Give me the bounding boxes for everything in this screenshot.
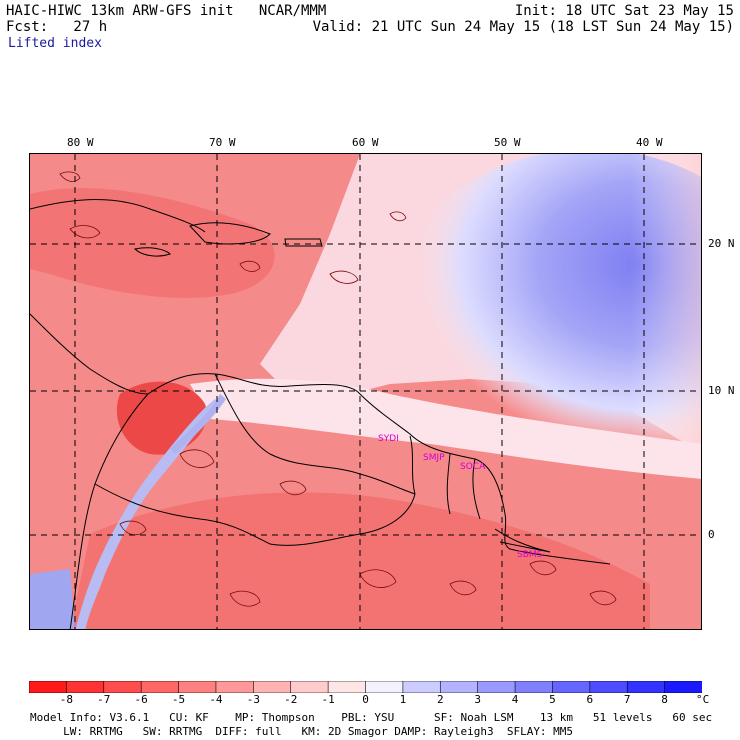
cuba-coast bbox=[30, 199, 206, 233]
colorbar-swatch bbox=[103, 681, 142, 693]
header-init: Init: 18 UTC Sat 23 May 15 bbox=[514, 3, 734, 19]
colorbar-tick-label: -5 bbox=[171, 693, 186, 706]
footer-model-info: Model Info: V3.6.1 CU: KF MP: Thompson P… bbox=[30, 711, 713, 724]
colorbar-tick-label: 8 bbox=[661, 693, 668, 706]
colorbar-unit: °C bbox=[696, 693, 710, 706]
colorbar-swatch bbox=[626, 681, 666, 693]
colorbar-tick-label: -4 bbox=[209, 693, 223, 706]
colorbar-tick-label: 2 bbox=[436, 693, 444, 706]
colorbar-tick-label: 0 bbox=[362, 693, 369, 706]
blue-stable-region bbox=[390, 154, 701, 479]
colorbar-swatch bbox=[140, 681, 180, 693]
contour-cluster-2 bbox=[179, 449, 557, 596]
colorbar-swatch bbox=[402, 681, 442, 693]
header-title: HAIC-HIWC 13km ARW-GFS init NCAR/MMM bbox=[6, 3, 327, 19]
lon-label-40w: 40 W bbox=[636, 136, 663, 149]
station-smjp: SMJP bbox=[423, 453, 445, 463]
amazon-river bbox=[494, 528, 551, 553]
colorbar-swatch bbox=[365, 681, 404, 693]
itcz-pale-band bbox=[190, 378, 701, 479]
contour-cluster-3 bbox=[59, 171, 617, 607]
header-valid: Valid: 21 UTC Sun 24 May 15 (18 LST Sun … bbox=[312, 19, 734, 35]
station-soca: SOCA bbox=[460, 462, 486, 472]
footer-physics: LW: RRTMG SW: RRTMG DIFF: full KM: 2D Sm… bbox=[30, 725, 574, 738]
lifted-index-map: SYDI SMJP SOCA SBMS bbox=[29, 153, 702, 630]
colorbar-tick-label: -6 bbox=[134, 693, 148, 706]
jamaica-coast bbox=[133, 247, 171, 257]
colorbar-tick-label: -3 bbox=[246, 693, 260, 706]
colorbar-swatch bbox=[664, 681, 702, 693]
station-sbms: SBMS bbox=[517, 550, 543, 560]
colorbar-swatch bbox=[29, 681, 68, 693]
colorbar-swatch bbox=[178, 681, 217, 693]
east-margin-fade bbox=[630, 154, 701, 454]
lon-label-50w: 50 W bbox=[494, 136, 521, 149]
colorbar-tick-label: 1 bbox=[399, 693, 407, 706]
colorbar-swatch bbox=[327, 681, 367, 693]
lon-label-60w: 60 W bbox=[352, 136, 379, 149]
lat-label-10n: 10 N bbox=[708, 384, 735, 397]
colorbar bbox=[29, 681, 702, 693]
guianas-border bbox=[409, 435, 481, 520]
colorbar-swatch bbox=[589, 681, 629, 693]
colorbar-swatch bbox=[290, 681, 329, 693]
colorbar-tick-label: -2 bbox=[284, 693, 298, 706]
caribbean-red bbox=[30, 188, 275, 298]
colorbar-swatch bbox=[514, 681, 554, 693]
lat-label-20n: 20 N bbox=[708, 237, 735, 250]
colorbar-tick-label: -8 bbox=[59, 693, 73, 706]
colorbar-swatch bbox=[215, 681, 255, 693]
contour-cluster-1 bbox=[69, 211, 407, 284]
colorbar-swatch bbox=[552, 681, 591, 693]
colorbar-tick-label: -1 bbox=[321, 693, 335, 706]
colombia-peru-border bbox=[94, 483, 271, 545]
colorbar-swatch bbox=[477, 681, 516, 693]
colorbar-tick-label: 4 bbox=[511, 693, 519, 706]
venezuela-border bbox=[214, 373, 416, 495]
lon-label-80w: 80 W bbox=[67, 136, 94, 149]
brazil-border bbox=[269, 493, 416, 546]
colorbar-swatch bbox=[439, 681, 479, 693]
colorbar-tick-label: -7 bbox=[97, 693, 111, 706]
colorbar-swatch bbox=[66, 681, 105, 693]
colorbar-swatch bbox=[253, 681, 292, 693]
station-sydi: SYDI bbox=[378, 434, 399, 444]
header-fcst: Fcst: 27 h bbox=[6, 19, 108, 35]
colorbar-tick-label: 7 bbox=[623, 693, 631, 706]
colorbar-tick-label: 6 bbox=[586, 693, 594, 706]
field-name: Lifted index bbox=[8, 36, 102, 51]
colorbar-tick-label: 5 bbox=[549, 693, 556, 706]
magdalena-streak bbox=[170, 394, 226, 454]
lat-label-0: 0 bbox=[708, 528, 715, 541]
south-america-north-coast bbox=[147, 373, 611, 565]
colorbar-tick-label: 3 bbox=[474, 693, 481, 706]
lon-label-70w: 70 W bbox=[209, 136, 236, 149]
southwest-blue bbox=[30, 569, 75, 629]
